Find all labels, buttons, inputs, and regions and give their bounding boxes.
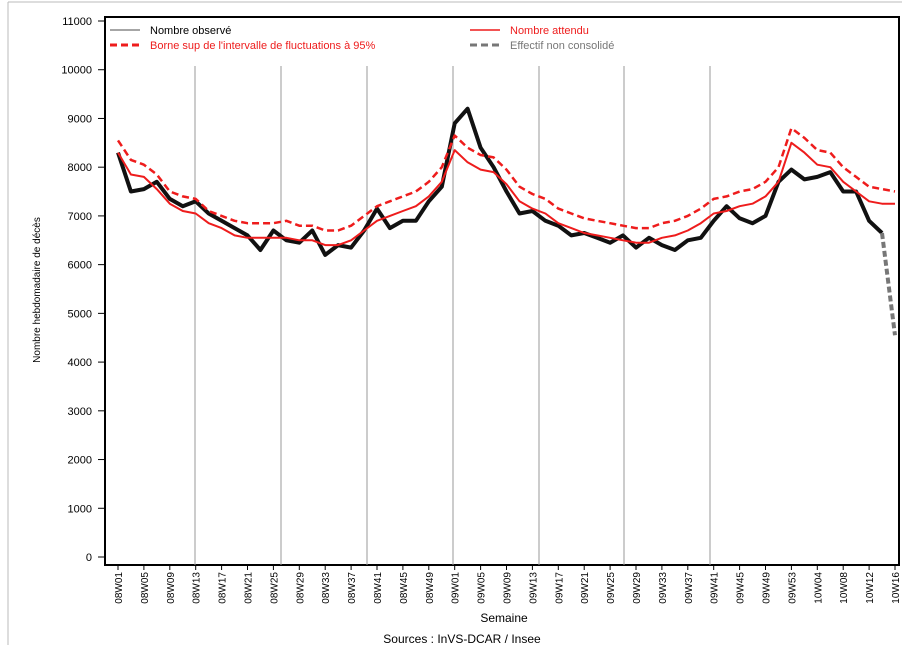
x-tick-label: 09W45 [736, 572, 747, 604]
x-tick-label: 09W13 [528, 572, 539, 604]
x-tick-label: 08W17 [218, 572, 229, 604]
plot-frame [104, 16, 900, 566]
x-tick-label: 08W05 [140, 572, 151, 604]
x-tick-label: 09W29 [632, 572, 643, 604]
y-tick-label: 7000 [68, 211, 92, 223]
y-tick-label: 10000 [61, 65, 92, 77]
y-tick-label: 5000 [68, 308, 92, 320]
source: Sources : InVS-DCAR / Insee [383, 632, 541, 645]
x-tick-label: 08W45 [399, 572, 410, 604]
x-tick-label: 08W21 [244, 572, 255, 604]
x-tick-label: 08W37 [347, 572, 358, 604]
x-tick-label: 09W33 [658, 572, 669, 604]
series-line [117, 141, 895, 247]
series-line [880, 232, 897, 336]
y-axis-label: Nombre hebdomadaire de décès [32, 217, 43, 363]
legend-label: Borne sup de l'intervalle de fluctuation… [150, 40, 376, 52]
y-tick-label: 3000 [68, 406, 92, 418]
y-tick-label: 0 [86, 552, 92, 564]
legend-label: Nombre attendu [510, 25, 589, 37]
x-tick-label: 09W17 [554, 572, 565, 604]
y-tick-label: 1000 [68, 503, 92, 515]
y-tick-label: 6000 [68, 260, 92, 272]
x-tick-label: 09W37 [684, 572, 695, 604]
x-tick-label: 09W25 [606, 572, 617, 604]
x-tick-label: 09W49 [762, 572, 773, 604]
x-tick-label: 09W41 [710, 572, 721, 604]
x-tick-label: 08W29 [295, 572, 306, 604]
x-tick-label: 08W41 [373, 572, 384, 604]
x-tick-label: 10W08 [839, 572, 850, 604]
x-tick-label: 09W53 [787, 572, 798, 604]
x-tick-label: 09W05 [477, 572, 488, 604]
x-tick-label: 09W21 [580, 572, 591, 604]
x-axis-label: Semaine [480, 611, 528, 625]
x-tick-label: 09W09 [503, 572, 514, 604]
x-tick-label: 08W25 [269, 572, 280, 604]
y-tick-label: 8000 [68, 162, 92, 174]
x-tick-label: 10W04 [813, 572, 824, 604]
series-line [116, 126, 896, 232]
x-tick-label: 09W01 [451, 572, 462, 604]
y-tick-label: 11000 [62, 16, 92, 28]
x-tick-label: 08W49 [425, 572, 436, 604]
legend-label: Effectif non consolidé [510, 40, 614, 52]
y-tick-label: 2000 [68, 455, 92, 467]
legend-label: Nombre observé [150, 25, 231, 37]
x-tick-label: 10W12 [865, 572, 876, 604]
series-line [116, 106, 884, 257]
x-tick-label: 08W09 [166, 572, 177, 604]
y-tick-label: 9000 [68, 113, 92, 125]
x-tick-label: 08W13 [192, 572, 203, 604]
y-tick-label: 4000 [68, 357, 92, 369]
x-tick-label: 08W33 [321, 572, 332, 604]
x-tick-label: 08W01 [114, 572, 125, 604]
x-tick-label: 10W16 [891, 572, 902, 604]
